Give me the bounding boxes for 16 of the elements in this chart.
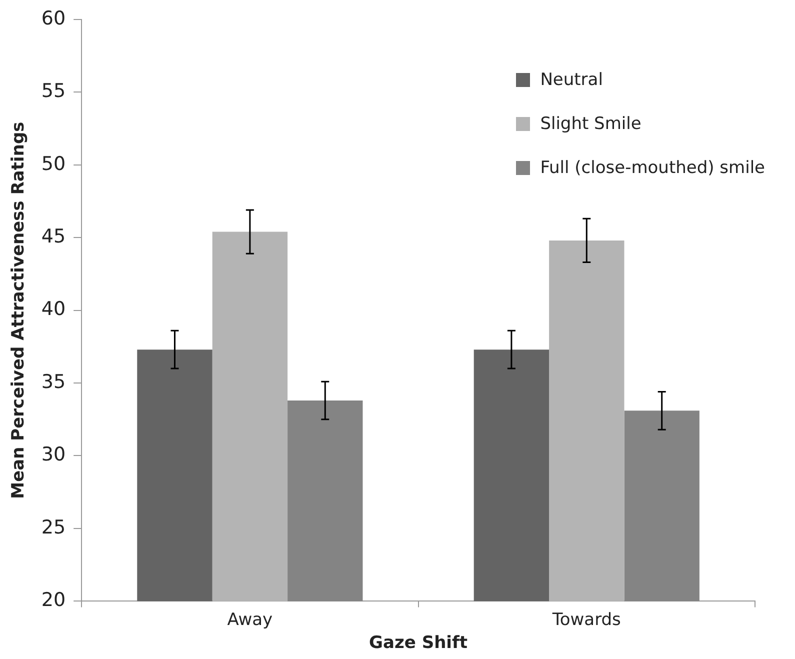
y-tick-label: 60	[41, 7, 66, 30]
y-tick-label: 55	[41, 80, 66, 102]
legend-label: Full (close-mouthed) smile	[540, 158, 765, 178]
x-tick-label: Away	[227, 610, 273, 630]
x-tick-label: Towards	[551, 610, 622, 630]
y-tick-label: 40	[41, 298, 66, 320]
y-axis-title: Mean Perceived Attractiveness Ratings	[8, 122, 29, 499]
y-tick-label: 25	[41, 516, 66, 538]
y-tick-label: 30	[41, 444, 66, 466]
legend-label: Slight Smile	[540, 114, 642, 134]
y-tick-label: 35	[41, 370, 66, 393]
y-tick-label: 20	[41, 589, 66, 612]
y-tick-label: 50	[41, 152, 66, 175]
legend-label: Neutral	[540, 70, 603, 90]
y-tick-label: 45	[41, 226, 66, 248]
x-axis-title: Gaze Shift	[369, 633, 468, 654]
